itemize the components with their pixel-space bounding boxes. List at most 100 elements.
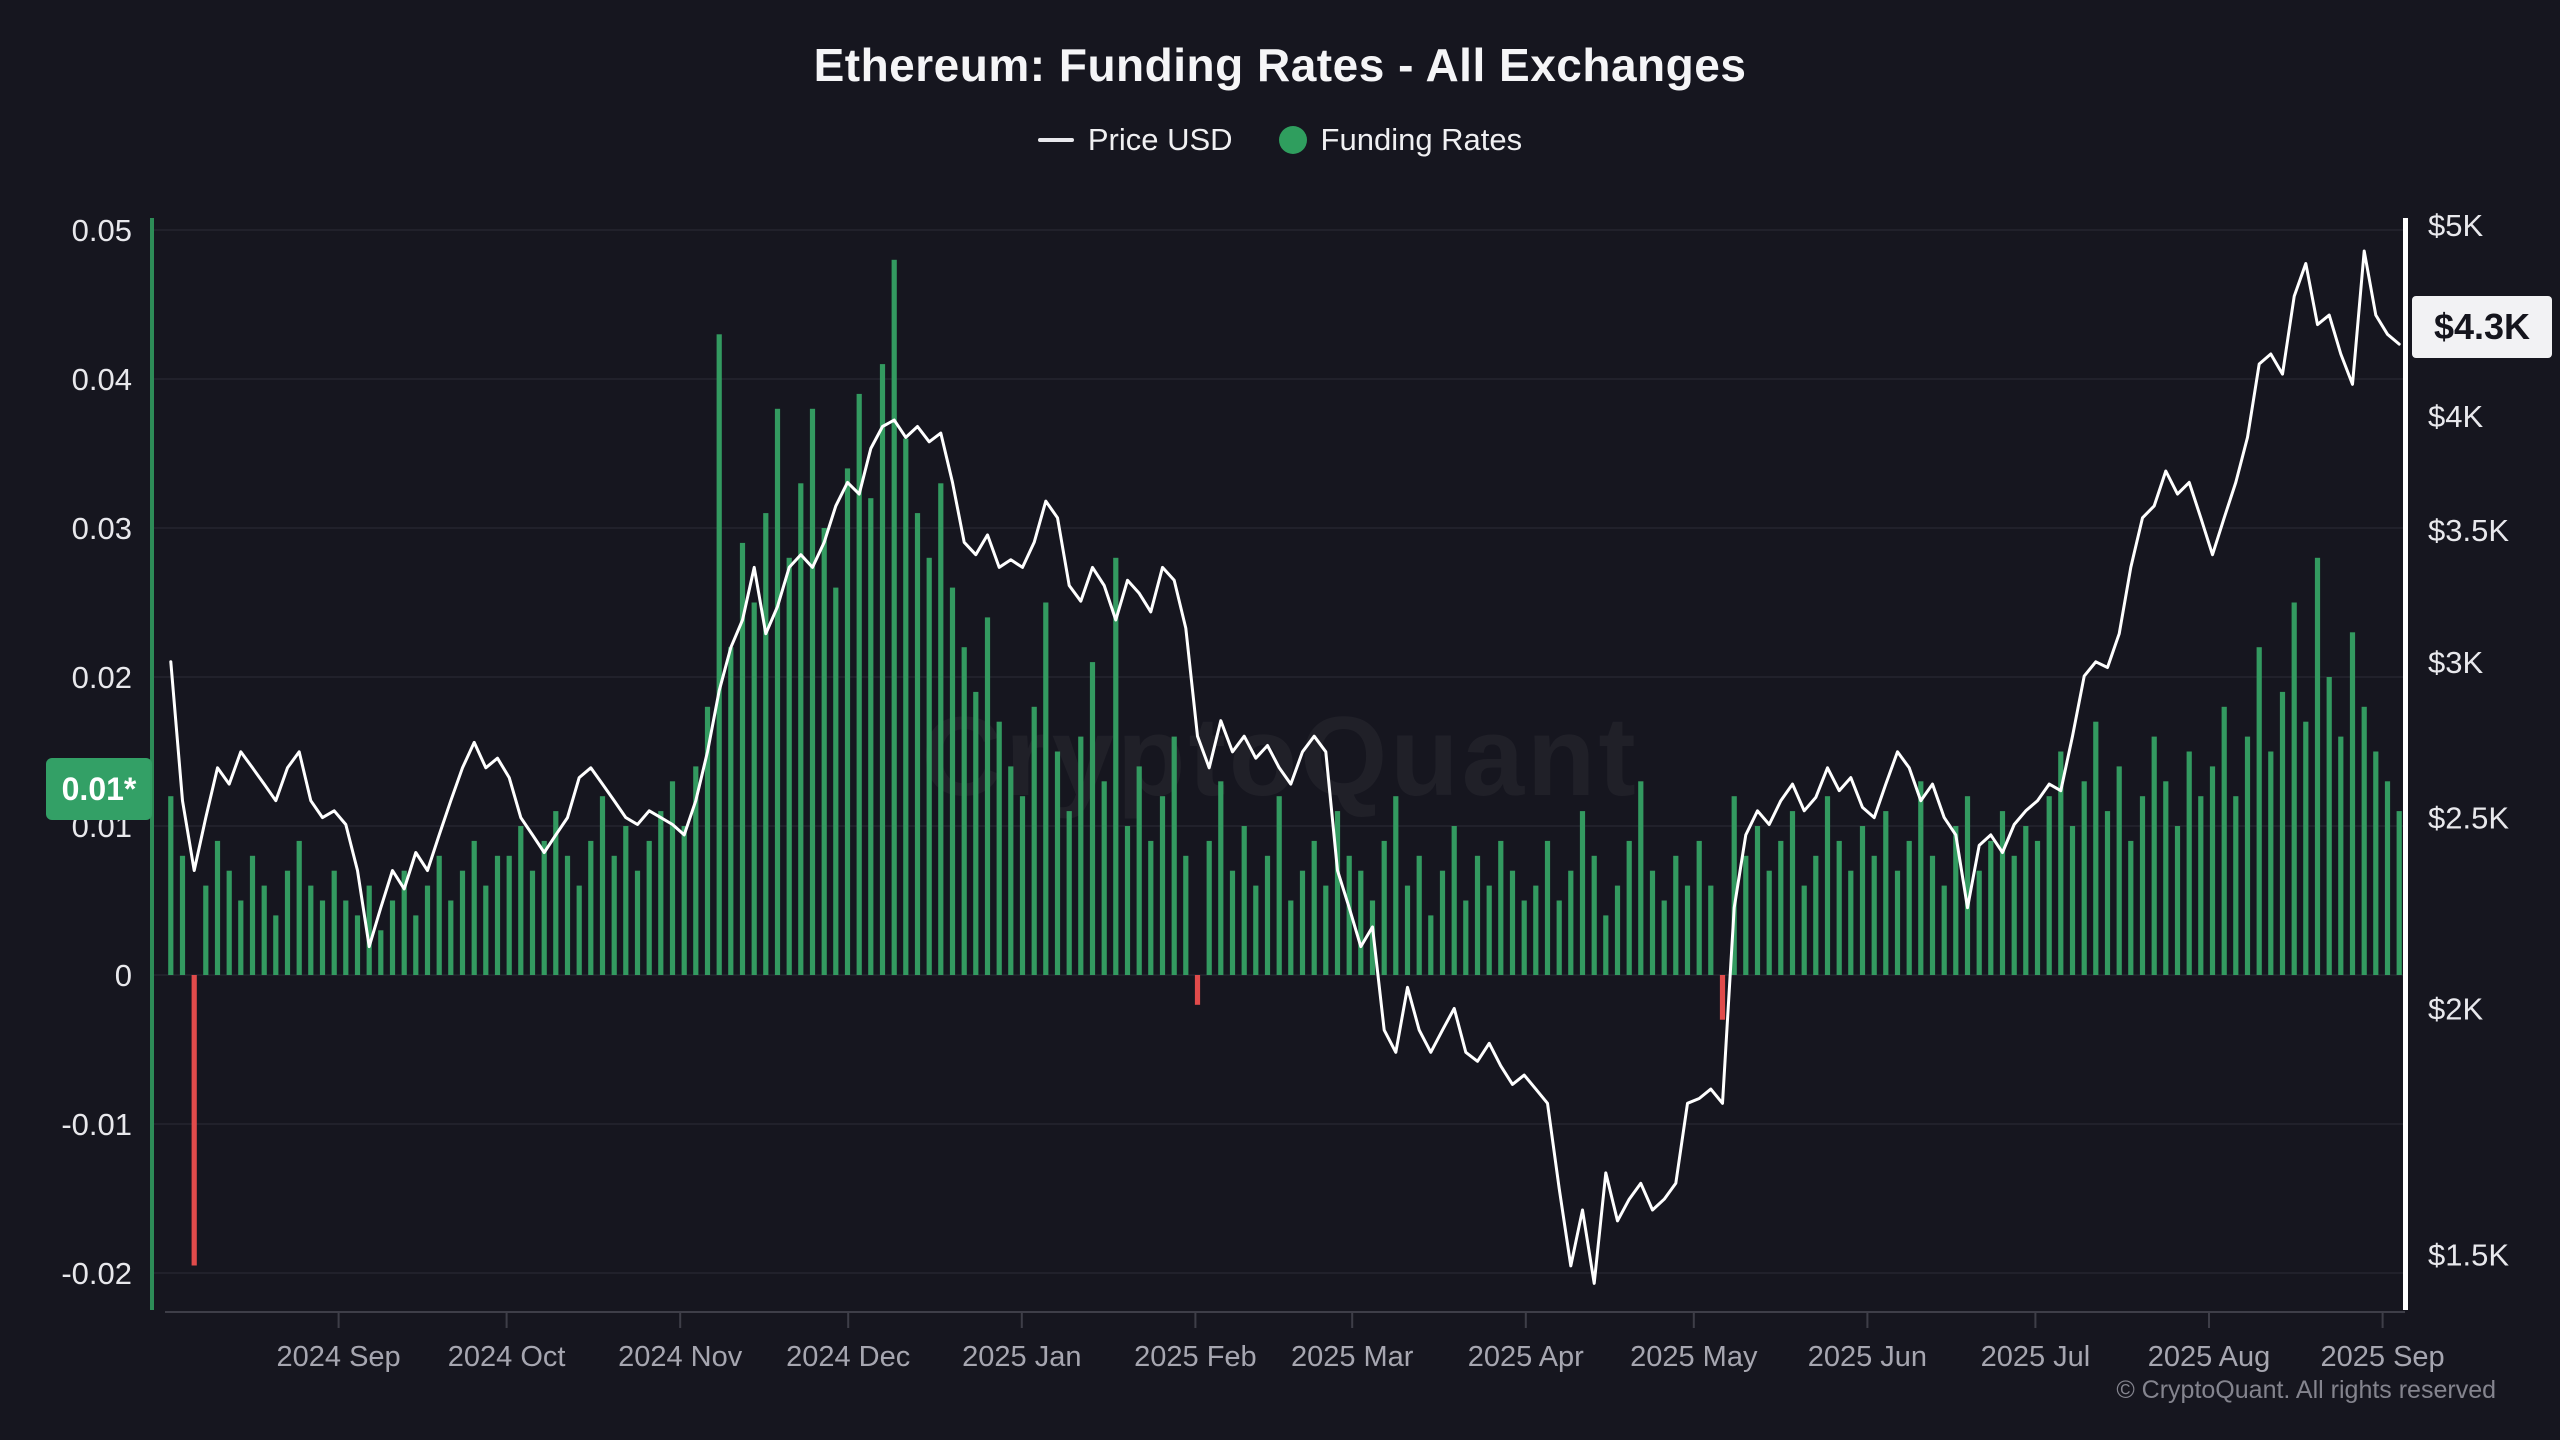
funding-bar-positive	[1696, 840, 1702, 975]
funding-rate-bars	[168, 259, 2402, 1266]
funding-bar-positive	[1813, 855, 1819, 975]
funding-bar-positive	[273, 915, 279, 975]
x-axis-label: 2024 Nov	[618, 1341, 743, 1373]
legend-item-price[interactable]: Price USD	[1037, 122, 1233, 158]
funding-bar-positive	[1859, 826, 1866, 975]
funding-bar-positive	[2139, 796, 2146, 975]
funding-bar-positive	[856, 393, 862, 975]
price-line-swatch-icon	[1037, 138, 1074, 142]
funding-bar-positive	[1124, 826, 1131, 975]
funding-bar-negative	[1719, 975, 1726, 1020]
funding-bar-positive	[1334, 811, 1341, 975]
funding-bar-positive	[2396, 811, 2402, 975]
funding-bar-positive	[949, 587, 956, 975]
funding-bar-positive	[1299, 870, 1306, 975]
funding-bar-positive	[459, 870, 466, 975]
funding-bar-positive	[1883, 811, 1889, 975]
funding-bar-positive	[634, 870, 641, 975]
funding-bar-positive	[261, 885, 267, 975]
funding-bar-positive	[1533, 885, 1539, 975]
funding-bar-positive	[1486, 885, 1492, 975]
funding-bar-positive	[413, 915, 419, 975]
funding-bar-positive	[751, 602, 757, 975]
legend-item-funding[interactable]: Funding Rates	[1278, 122, 1523, 158]
funding-bar-positive	[1754, 826, 1761, 975]
funding-bar-positive	[1521, 900, 1527, 975]
funding-bar-positive	[1894, 870, 1901, 975]
funding-bar-positive	[2186, 751, 2192, 975]
funding-bar-positive	[1019, 796, 1026, 975]
funding-bar-positive	[1988, 840, 1994, 975]
funding-bar-positive	[284, 870, 291, 975]
funding-bar-positive	[308, 885, 314, 975]
funding-bar-positive	[1416, 855, 1422, 975]
funding-bar-positive	[844, 468, 851, 975]
funding-bar-positive	[1288, 900, 1294, 975]
funding-bar-positive	[1743, 855, 1749, 975]
funding-bar-positive	[1171, 736, 1177, 975]
funding-bar-positive	[2034, 840, 2041, 975]
y-axis-label-left: -0.02	[61, 1256, 132, 1291]
funding-bar-positive	[693, 766, 699, 975]
funding-bar-positive	[868, 498, 874, 975]
funding-bar-positive	[1766, 870, 1772, 975]
funding-bar-positive	[1241, 826, 1247, 975]
funding-bar-positive	[1871, 855, 1877, 975]
funding-bar-positive	[2349, 632, 2356, 975]
gridlines	[152, 229, 2405, 1274]
funding-bar-positive	[1626, 840, 1632, 975]
legend-funding-label: Funding Rates	[1320, 122, 1523, 157]
funding-bar-positive	[1708, 885, 1714, 975]
funding-bar-positive	[2163, 781, 2169, 975]
funding-bar-positive	[926, 557, 932, 975]
funding-bar-positive	[354, 915, 361, 975]
funding-bar-positive	[1404, 885, 1411, 975]
funding-bar-positive	[2384, 781, 2391, 975]
funding-bar-positive	[1264, 855, 1271, 975]
funding-bar-positive	[2244, 736, 2251, 975]
funding-bar-positive	[623, 826, 629, 975]
funding-bar-positive	[249, 855, 256, 975]
funding-bar-positive	[1614, 885, 1621, 975]
funding-rate-badge: 0.01*	[46, 758, 152, 820]
y-axis-label-left: 0.02	[72, 660, 132, 695]
funding-bar-positive	[1649, 870, 1656, 975]
funding-bar-positive	[833, 587, 839, 975]
funding-bar-positive	[1731, 796, 1737, 975]
funding-bar-positive	[2268, 751, 2274, 975]
funding-bar-positive	[681, 826, 687, 975]
funding-bar-positive	[1381, 840, 1387, 975]
funding-bar-positive	[553, 811, 559, 975]
funding-bar-positive	[1253, 885, 1259, 975]
funding-bar-positive	[728, 647, 734, 975]
funding-bar-positive	[1323, 885, 1329, 975]
funding-bar-positive	[704, 706, 711, 975]
funding-bar-positive	[903, 438, 909, 976]
y-axis-labels-right: $5K $4K $3.5K $3K $2.5K $2K $1.5K	[2428, 208, 2509, 1272]
right-axis-line	[2403, 218, 2408, 1310]
funding-bar-positive	[1661, 900, 1667, 975]
funding-bar-positive	[716, 334, 722, 975]
x-axis-label: 2025 May	[1630, 1341, 1758, 1373]
x-axis-label: 2025 Jan	[962, 1341, 1081, 1373]
funding-bar-positive	[1078, 736, 1084, 975]
funding-bar-positive	[588, 840, 594, 975]
funding-bar-positive	[1474, 855, 1481, 975]
x-axis-label: 2024 Dec	[786, 1341, 910, 1373]
funding-bar-positive	[1638, 781, 1644, 975]
funding-bar-positive	[2174, 826, 2181, 975]
funding-bar-positive	[2373, 751, 2379, 975]
funding-bar-positive	[494, 855, 501, 975]
funding-bar-positive	[366, 885, 372, 975]
funding-bar-positive	[996, 721, 1002, 975]
y-axis-label-right: $2.5K	[2428, 801, 2509, 836]
funding-bar-positive	[1159, 796, 1166, 975]
funding-bar-positive	[1999, 811, 2006, 975]
x-axis-label: 2025 Feb	[1134, 1341, 1257, 1373]
funding-bar-positive	[343, 900, 349, 975]
x-axis-label: 2025 Apr	[1468, 1341, 1584, 1373]
funding-bar-positive	[518, 826, 524, 975]
funding-bar-positive	[448, 900, 454, 975]
funding-bar-positive	[2128, 840, 2134, 975]
funding-bar-positive	[1101, 781, 1107, 975]
